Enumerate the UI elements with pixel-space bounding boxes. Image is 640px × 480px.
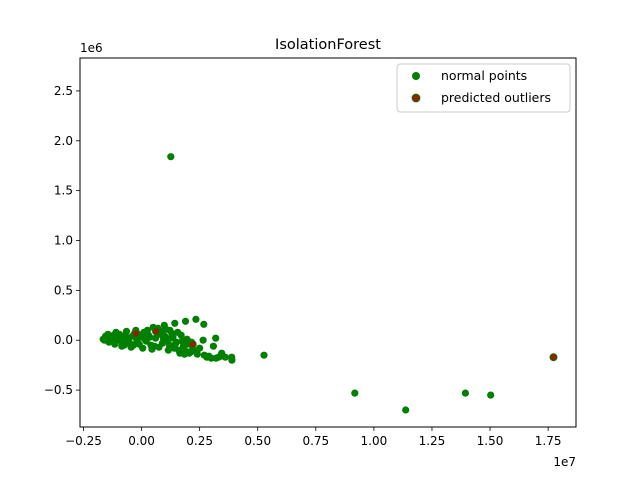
- normal-point: [192, 315, 200, 323]
- normal-point: [146, 333, 154, 341]
- normal-point: [402, 406, 410, 414]
- normal-point: [167, 153, 175, 161]
- chart-title: IsolationForest: [275, 37, 381, 53]
- normal-point: [200, 320, 208, 328]
- normal-point: [122, 327, 131, 335]
- predicted-outliers-series: [131, 327, 558, 362]
- x-tick-label: 0.75: [302, 434, 329, 448]
- legend: normal points predicted outliers: [396, 63, 571, 113]
- x-axis-offset-label: 1e7: [553, 455, 576, 469]
- predicted-outlier-point: [131, 329, 140, 338]
- normal-point: [461, 389, 469, 397]
- normal-point: [115, 330, 124, 338]
- normal-point: [150, 342, 158, 350]
- x-tick-label: 0.00: [128, 434, 155, 448]
- normal-point: [260, 351, 268, 359]
- normal-point: [174, 328, 182, 336]
- y-tick-label: 0.5: [54, 283, 73, 297]
- y-tick-label: 1.5: [54, 184, 73, 198]
- normal-point: [171, 340, 179, 348]
- normal-point: [139, 344, 147, 352]
- x-axis-ticks: −0.25 0.00 0.25 0.50 0.75 1.00 1.25 1.50 1.75: [65, 427, 561, 448]
- normal-point: [143, 326, 151, 334]
- normal-point: [228, 356, 236, 364]
- y-tick-label: 2.5: [54, 84, 73, 98]
- normal-point: [181, 317, 190, 325]
- x-tick-label: 1.50: [477, 434, 504, 448]
- normal-point: [162, 325, 170, 333]
- x-tick-label: 0.25: [186, 434, 213, 448]
- normal-point: [212, 334, 220, 342]
- normal-point: [209, 342, 217, 350]
- normal-point: [221, 353, 229, 361]
- x-tick-label: −0.25: [65, 434, 102, 448]
- normal-point: [160, 335, 168, 343]
- y-tick-label: 0.0: [54, 333, 73, 347]
- y-axis-offset-label: 1e6: [80, 41, 103, 55]
- normal-point: [185, 349, 193, 357]
- normal-point: [199, 336, 207, 344]
- normal-point: [171, 319, 179, 327]
- legend-marker-normal-points: [412, 72, 420, 80]
- legend-marker-predicted-outliers: [411, 93, 421, 103]
- legend-box: [396, 63, 571, 113]
- x-tick-label: 1.00: [361, 434, 388, 448]
- x-tick-label: 1.75: [535, 434, 562, 448]
- predicted-outlier-point: [151, 327, 160, 336]
- x-tick-label: 0.50: [244, 434, 271, 448]
- predicted-outlier-point: [188, 340, 197, 349]
- predicted-outlier-point: [549, 353, 558, 362]
- y-tick-label: −0.5: [44, 383, 73, 397]
- normal-point: [100, 336, 108, 344]
- x-tick-label: 1.25: [419, 434, 446, 448]
- normal-point: [129, 341, 137, 349]
- normal-point: [120, 341, 128, 349]
- y-tick-label: 2.0: [54, 134, 73, 148]
- normal-point: [167, 334, 175, 342]
- normal-point: [125, 334, 133, 342]
- normal-point: [164, 346, 172, 354]
- plot-area-frame: [79, 57, 577, 428]
- legend-label-predicted-outliers: predicted outliers: [441, 90, 551, 105]
- normal-point: [108, 337, 117, 345]
- normal-point: [191, 347, 199, 355]
- y-axis-ticks: −0.5 0.0 0.5 1.0 1.5 2.0 2.5: [44, 84, 80, 397]
- legend-label-normal-points: normal points: [441, 68, 527, 83]
- normal-point: [487, 391, 495, 399]
- y-tick-label: 1.0: [54, 234, 73, 248]
- normal-point: [351, 389, 359, 397]
